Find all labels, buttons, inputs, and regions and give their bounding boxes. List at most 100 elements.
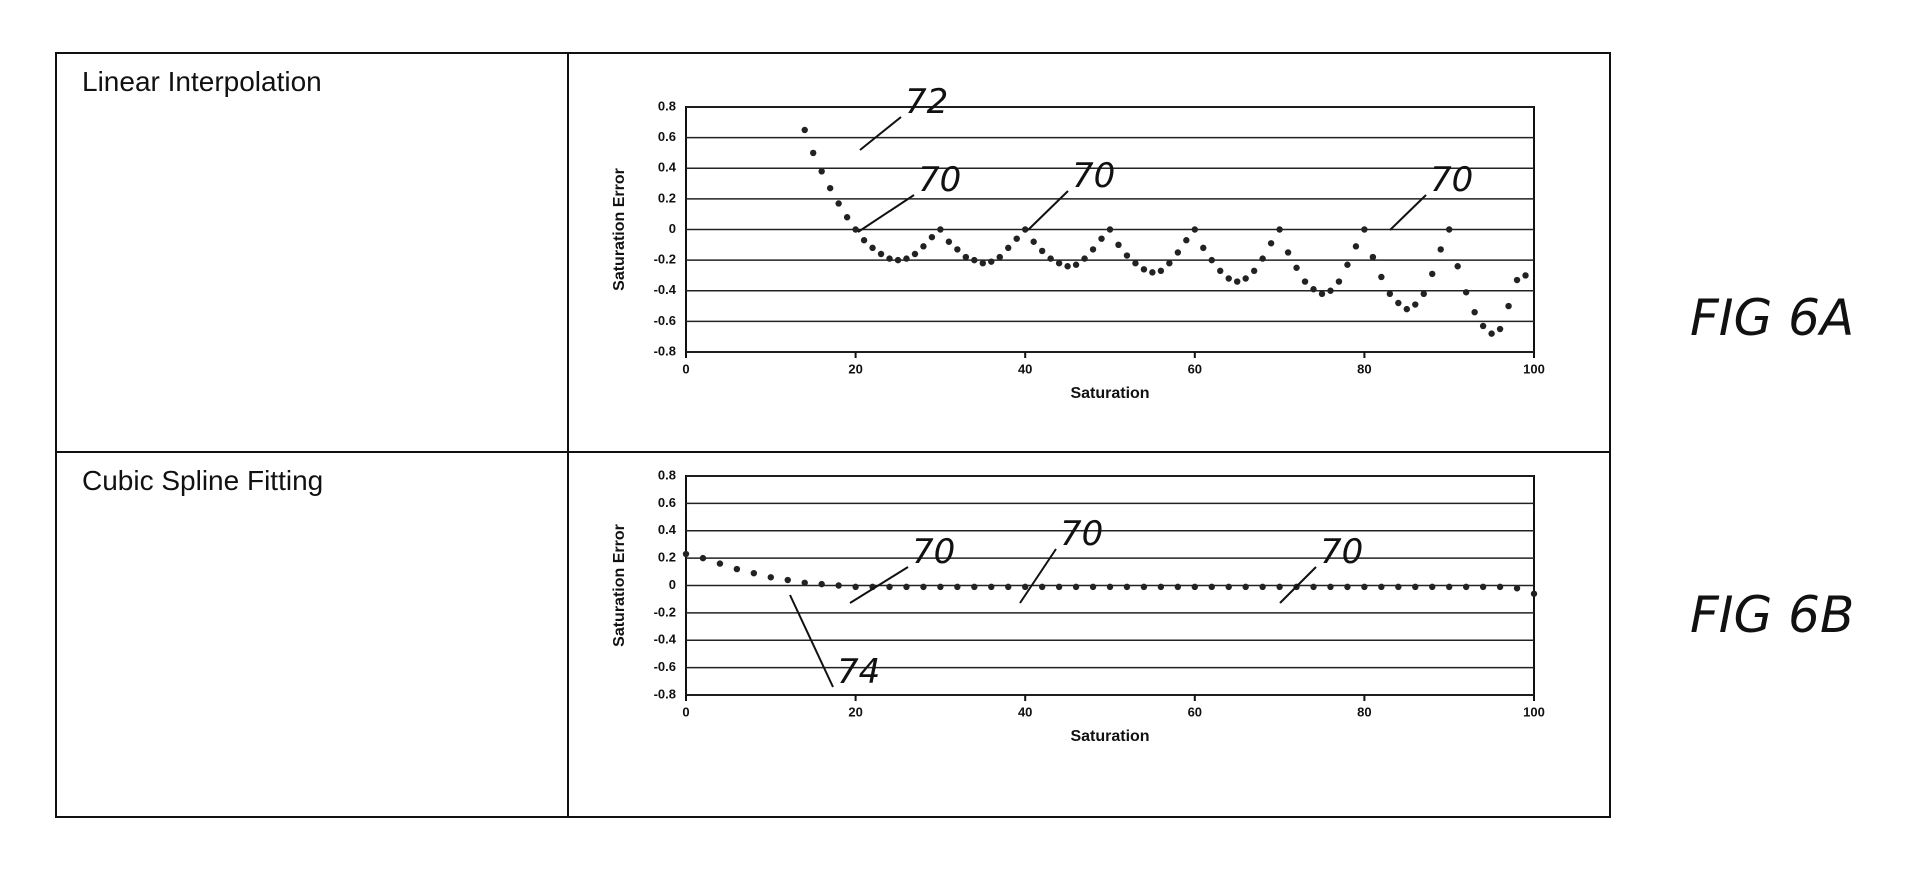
data-point [1446, 584, 1452, 590]
data-point [1090, 584, 1096, 590]
leader-line [860, 117, 901, 150]
data-point [802, 127, 808, 133]
leader-line [1028, 191, 1068, 230]
x-tick-label: 20 [848, 704, 862, 719]
data-point [1429, 584, 1435, 590]
data-point [1429, 271, 1435, 277]
reference-numeral: 70 [1430, 160, 1473, 200]
data-point [1412, 584, 1418, 590]
data-point [1327, 584, 1333, 590]
data-point [768, 574, 774, 580]
x-tick-label: 100 [1523, 704, 1545, 719]
y-tick-label: -0.2 [654, 604, 676, 619]
data-point [1497, 326, 1503, 332]
y-tick-label: -0.6 [654, 659, 676, 674]
data-point [1149, 269, 1155, 275]
data-point [1259, 584, 1265, 590]
y-tick-label: 0.6 [658, 129, 676, 144]
reference-numeral: 74 [837, 652, 880, 692]
data-point [1531, 591, 1537, 597]
y-tick-label: -0.8 [654, 686, 676, 701]
data-point [1175, 584, 1181, 590]
y-tick-label: -0.4 [654, 282, 677, 297]
data-point [903, 255, 909, 261]
y-axis-label: Saturation Error [611, 524, 628, 647]
data-point [946, 239, 952, 245]
reference-numeral: 70 [1320, 532, 1363, 572]
x-tick-label: 40 [1018, 361, 1032, 376]
data-point [827, 185, 833, 191]
data-point [1192, 584, 1198, 590]
data-point [1497, 584, 1503, 590]
data-point [1124, 584, 1130, 590]
data-point [751, 570, 757, 576]
data-point [988, 584, 994, 590]
y-tick-label: 0.8 [658, 467, 676, 482]
data-point [895, 257, 901, 263]
y-tick-label: 0.8 [658, 98, 676, 113]
data-point [835, 582, 841, 588]
data-point [971, 584, 977, 590]
data-point [1107, 226, 1113, 232]
data-point [869, 245, 875, 251]
leader-line [1390, 195, 1426, 230]
data-point [912, 251, 918, 257]
data-point [1505, 303, 1511, 309]
figure-label: FIG 6B [1690, 586, 1854, 644]
data-point [1310, 286, 1316, 292]
y-tick-label: 0.2 [658, 550, 676, 565]
x-tick-label: 100 [1523, 361, 1545, 376]
data-point [1268, 240, 1274, 246]
x-axis-label: Saturation [1070, 728, 1149, 745]
data-point [1361, 584, 1367, 590]
x-tick-label: 20 [848, 361, 862, 376]
data-point [1488, 330, 1494, 336]
y-tick-label: 0 [669, 577, 676, 592]
data-point [1522, 272, 1528, 278]
reference-numeral: 72 [905, 82, 948, 122]
data-point [920, 584, 926, 590]
data-point [1395, 584, 1401, 590]
x-tick-label: 60 [1188, 704, 1202, 719]
data-point [1378, 274, 1384, 280]
data-point [980, 260, 986, 266]
y-tick-label: 0.4 [658, 522, 677, 537]
y-tick-label: 0.6 [658, 495, 676, 510]
reference-numeral: 70 [1060, 514, 1103, 554]
y-tick-label: -0.4 [654, 632, 677, 647]
data-point [1446, 226, 1452, 232]
figure: Linear InterpolationFIG 6A-0.8-0.6-0.4-0… [0, 0, 1925, 886]
data-point [1480, 323, 1486, 329]
x-tick-label: 0 [682, 361, 689, 376]
data-point [1302, 278, 1308, 284]
data-point [1378, 584, 1384, 590]
data-point [818, 581, 824, 587]
x-tick-label: 0 [682, 704, 689, 719]
data-point [734, 566, 740, 572]
data-point [963, 254, 969, 260]
data-point [1259, 255, 1265, 261]
data-point [1514, 277, 1520, 283]
data-point [1276, 584, 1282, 590]
data-point [1115, 242, 1121, 248]
data-point [920, 243, 926, 249]
data-point [844, 214, 850, 220]
leader-line [858, 195, 914, 232]
reference-numeral: 70 [1072, 156, 1115, 196]
page: {"chart_data": [ {"type": "scatter", "ti… [0, 0, 1925, 886]
data-point [1421, 291, 1427, 297]
data-point [1361, 226, 1367, 232]
row-label: Linear Interpolation [82, 66, 322, 97]
data-point [1183, 237, 1189, 243]
data-point [886, 255, 892, 261]
data-point [1438, 246, 1444, 252]
data-point [852, 584, 858, 590]
data-point [1158, 584, 1164, 590]
data-point [717, 560, 723, 566]
y-axis-label: Saturation Error [611, 168, 628, 291]
data-point [1226, 275, 1232, 281]
data-point [1319, 291, 1325, 297]
data-point [1005, 584, 1011, 590]
data-point [1039, 584, 1045, 590]
data-point [1014, 235, 1020, 241]
